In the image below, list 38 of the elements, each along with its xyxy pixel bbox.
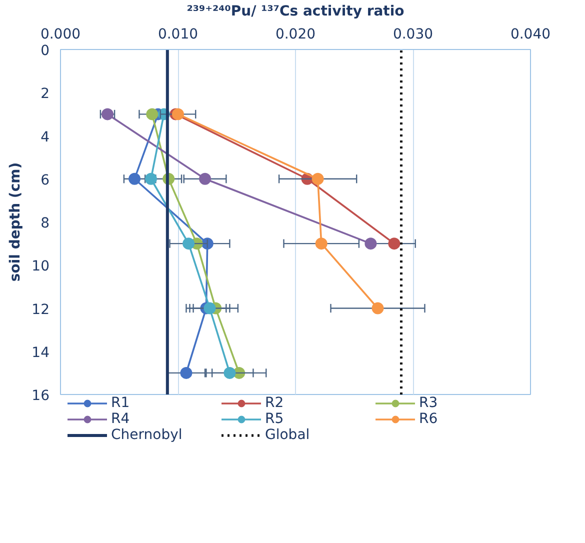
y-tick-label: 10 — [32, 258, 50, 275]
x-tick-label: 0.010 — [158, 26, 198, 42]
legend-label: R4 — [111, 411, 131, 427]
x-axis-title: ²³⁹⁺²⁴⁰Pu/ ¹³⁷Cs activity ratio — [186, 4, 405, 20]
point — [128, 172, 141, 185]
legend-label: R5 — [265, 411, 285, 427]
y-tick-label: 2 — [40, 86, 50, 102]
y-tick-label: 0 — [40, 43, 50, 59]
legend-label: R3 — [419, 395, 439, 411]
point — [388, 238, 400, 250]
point — [199, 172, 212, 185]
point — [172, 108, 184, 120]
point — [204, 302, 216, 314]
x-tick-label: 0.030 — [392, 26, 434, 42]
x-tick-label: 0.000 — [40, 26, 81, 42]
y-tick-label: 14 — [32, 344, 50, 361]
y-tick-label: 8 — [40, 216, 50, 232]
point — [182, 238, 195, 250]
legend-label: R1 — [111, 395, 131, 411]
y-axis-title: soil depth (cm) — [8, 162, 24, 282]
point — [224, 366, 236, 379]
y-tick-label: 16 — [32, 388, 50, 404]
legend-label: Global — [265, 427, 311, 443]
x-tick-label: 0.040 — [510, 26, 551, 42]
point — [146, 108, 158, 120]
point — [364, 238, 377, 250]
y-tick-label: 4 — [40, 129, 50, 146]
point — [144, 172, 157, 185]
legend-label: Chernobyl — [111, 427, 184, 443]
point — [312, 172, 324, 185]
legend-label: R2 — [265, 395, 285, 411]
point — [180, 366, 192, 379]
x-tick-label: 0.020 — [275, 26, 316, 42]
y-tick-label: 12 — [32, 302, 50, 318]
legend-label: R6 — [419, 411, 439, 427]
point — [372, 302, 384, 314]
y-tick-label: 6 — [40, 172, 50, 188]
point — [315, 238, 328, 250]
